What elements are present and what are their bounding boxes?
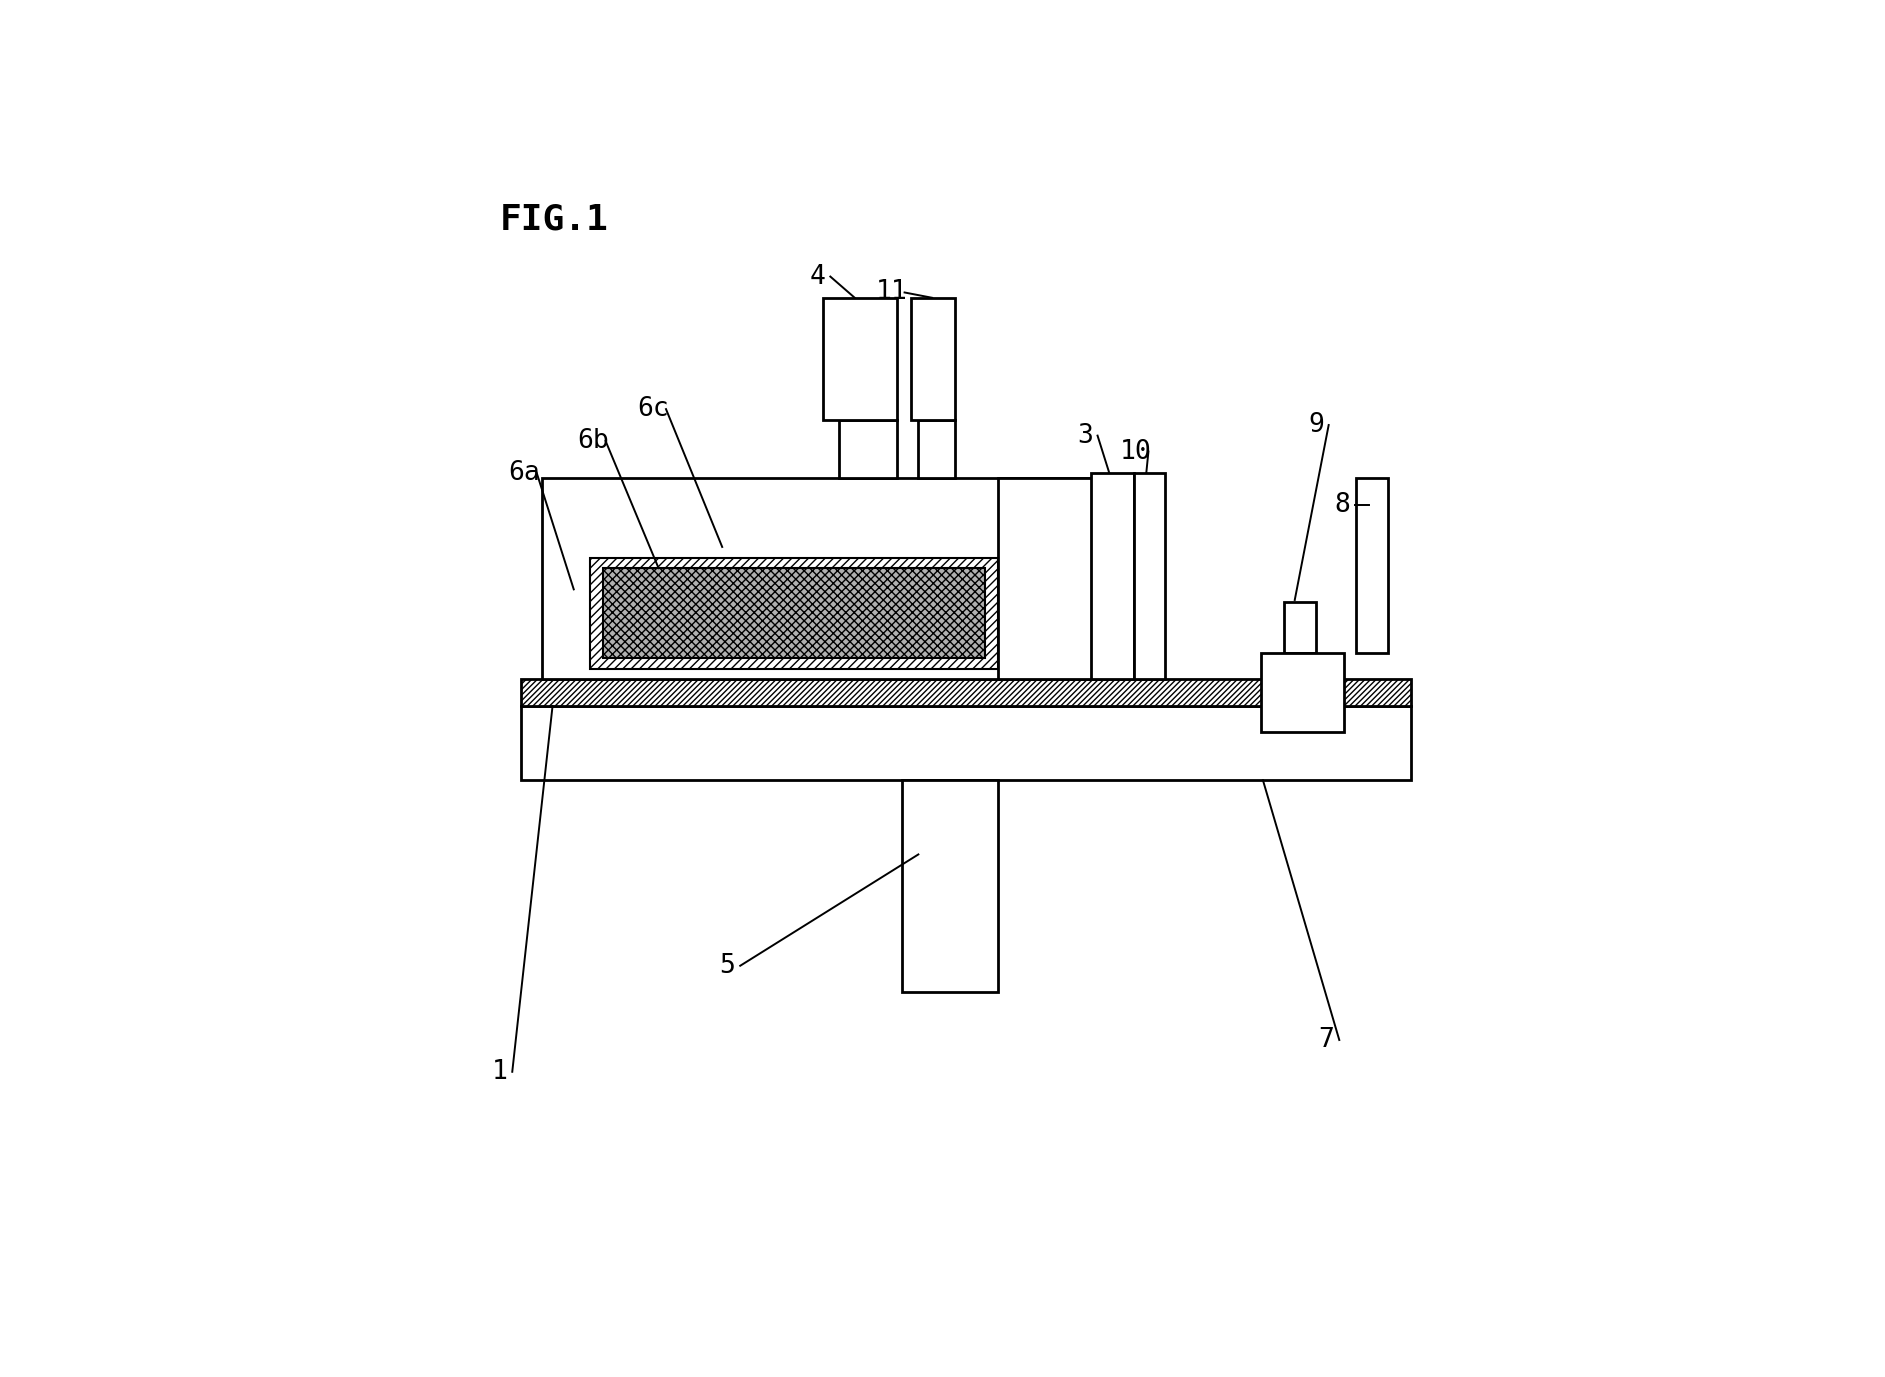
Text: 7: 7	[1320, 1027, 1335, 1053]
Text: 1: 1	[492, 1059, 507, 1085]
Bar	[903, 781, 997, 993]
Text: FIG.1: FIG.1	[500, 202, 609, 237]
Text: 6a: 6a	[509, 460, 539, 486]
Text: 11: 11	[877, 280, 909, 306]
Text: 9: 9	[1308, 412, 1323, 438]
Text: 10: 10	[1120, 438, 1152, 464]
Text: 6c: 6c	[637, 397, 669, 423]
Bar	[997, 478, 1105, 679]
Bar	[1091, 472, 1133, 679]
Bar	[520, 679, 1412, 706]
Bar	[543, 478, 1093, 679]
Bar	[1284, 602, 1316, 653]
Bar	[603, 569, 986, 658]
Bar	[1261, 653, 1344, 733]
Text: 3: 3	[1076, 423, 1093, 449]
Bar	[824, 297, 897, 420]
Bar	[590, 558, 997, 669]
Bar	[918, 420, 956, 478]
Bar	[1355, 478, 1387, 653]
Bar	[839, 420, 897, 478]
Bar	[520, 706, 1412, 781]
Bar	[910, 297, 956, 420]
Bar	[1133, 472, 1165, 679]
Text: 6b: 6b	[577, 428, 609, 454]
Text: 8: 8	[1335, 492, 1350, 518]
Text: 4: 4	[811, 263, 826, 289]
Text: 5: 5	[720, 953, 735, 979]
